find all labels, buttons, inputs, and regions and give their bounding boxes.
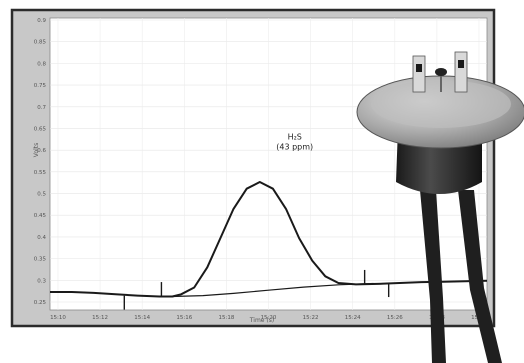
sensor-pin-right-mark [458,60,464,68]
sensor-pin-left [412,55,426,93]
baseline-line [172,282,374,298]
x-tick-label: 15:12 [92,315,108,321]
annotation-concentration: (43 ppm) [276,142,313,151]
sensor-lead-left [420,190,446,363]
y-tick-label: 0.5 [37,192,46,198]
y-axis-title: Volts [33,143,40,157]
data-series [50,181,488,298]
x-tick-label: 15:22 [303,315,319,321]
y-tick-label: 0.55 [34,170,47,176]
x-tick-label: 15:18 [218,315,234,321]
x-tick-label: 15:20 [261,315,277,321]
sensor-pin-left-mark [416,64,422,72]
y-axis-ticks: 0.9 0.85 0.8 0.75 0.7 0.65 0.6 0.55 0.5 0.45 0.4 0.… [34,18,47,306]
y-tick-label: 0.4 [37,235,46,241]
y-tick-label: 0.35 [34,257,47,263]
y-tick-label: 0.65 [34,126,47,132]
y-tick-label: 0.6 [37,148,46,154]
x-tick-label: 15:10 [50,315,66,321]
x-tick-label: 15:26 [387,315,403,321]
y-tick-label: 0.75 [34,83,47,89]
y-tick-label: 0.25 [34,300,47,306]
y-tick-label: 0.85 [34,40,47,46]
x-tick-label: 15:24 [345,315,361,321]
y-tick-label: 0.7 [37,105,46,111]
y-tick-label: 0.3 [37,278,46,284]
x-tick-label: 15:16 [176,315,192,321]
y-tick-label: 0.9 [37,18,46,24]
sensor-lead-right [458,190,502,363]
event-markers [123,269,390,310]
y-tick-label: 0.45 [34,213,47,219]
x-tick-label: 15:14 [134,315,150,321]
x-axis-title: Time (s) [249,317,274,324]
sensor-pin-right [454,51,468,93]
sensor-center-terminal [435,68,447,76]
gas-sensor-illustration [356,51,524,363]
sensor-cap-top [371,80,511,128]
sensor-response-line [50,181,488,298]
y-tick-label: 0.8 [37,61,46,67]
annotation-gas: H₂S [288,132,302,141]
